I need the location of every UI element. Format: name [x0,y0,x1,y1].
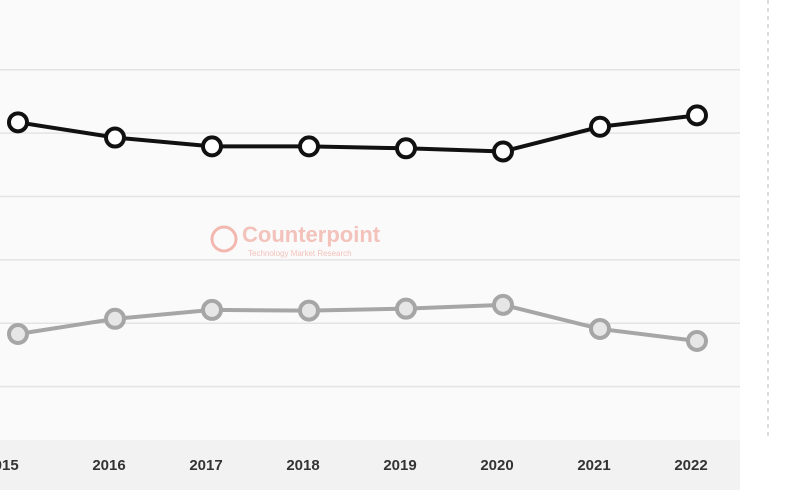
x-tick-label: 2017 [189,457,222,474]
point [298,135,320,158]
x-tick-label: 2022 [674,457,707,474]
point [395,137,417,160]
point [395,297,417,320]
point [298,299,320,322]
point [589,317,611,340]
point [589,115,611,138]
point [492,293,514,316]
watermark-logo [210,225,238,253]
x-tick-label: 2020 [480,457,513,474]
point [686,329,708,352]
x-tick-label: 2016 [92,457,125,474]
x-tick-label: 2018 [286,457,319,474]
watermark: Counterpoint [242,222,381,247]
point [104,126,126,149]
watermark-subtitle: Technology Market Research [248,249,352,258]
point [686,104,708,127]
axis-strip [0,440,740,490]
plot-background [0,0,740,440]
x-tick-label: 2021 [577,457,610,474]
point [201,135,223,158]
series-line [17,113,698,154]
x-tick-label: 2019 [383,457,416,474]
x-tick-label: 2015 [0,457,19,474]
point [492,140,514,163]
point [104,307,126,330]
point [7,323,29,346]
series-line [17,302,698,343]
point [201,298,223,321]
point [7,111,29,134]
